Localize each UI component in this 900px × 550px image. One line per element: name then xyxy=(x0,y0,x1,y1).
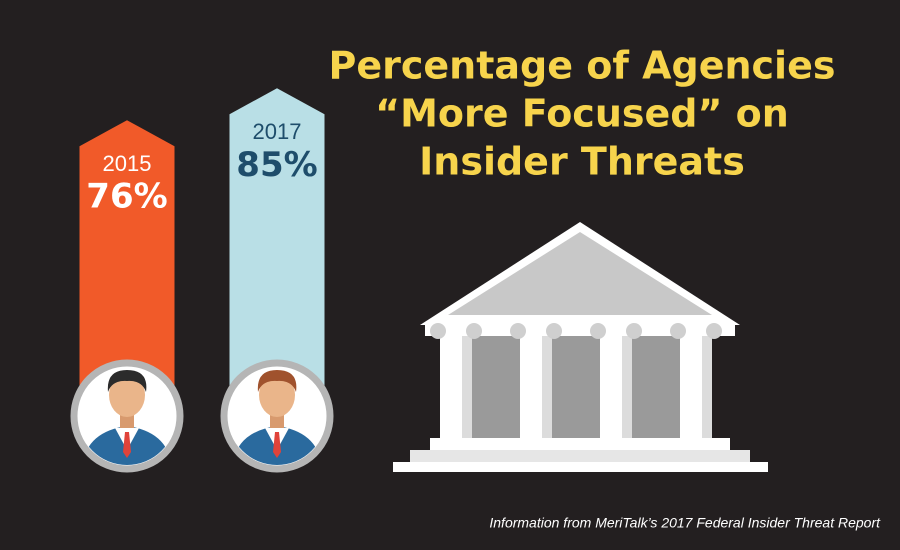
category-label: 2017 xyxy=(253,119,302,144)
bar xyxy=(79,120,175,390)
chart-title: “More Focused” on xyxy=(375,92,789,136)
value-label: 76% xyxy=(86,177,167,217)
chart-title: Percentage of Agencies xyxy=(329,44,836,88)
category-label: 2015 xyxy=(103,151,152,176)
person-icon xyxy=(220,359,334,473)
source-note: Information from MeriTalk’s 2017 Federal… xyxy=(489,515,881,531)
bar xyxy=(229,88,325,390)
value-label: 85% xyxy=(236,145,317,185)
chart-title: Insider Threats xyxy=(419,140,745,184)
person-icon xyxy=(70,359,184,473)
building-icon xyxy=(393,222,768,472)
